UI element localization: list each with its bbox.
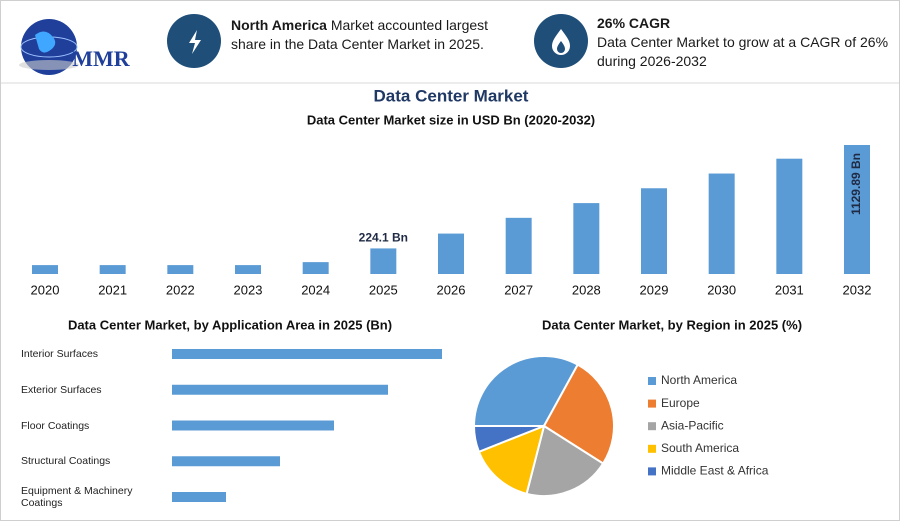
legend-label: Europe bbox=[661, 396, 700, 410]
x-tick-label: 2027 bbox=[504, 282, 533, 297]
chart-title: Data Center Market, by Application Area … bbox=[68, 317, 392, 332]
x-tick-label: 2031 bbox=[775, 282, 804, 297]
chart-subtitle: Data Center Market size in USD Bn (2020-… bbox=[307, 112, 595, 127]
bar bbox=[172, 349, 442, 359]
highlight: North America bbox=[231, 17, 327, 33]
x-tick-label: 2022 bbox=[166, 282, 195, 297]
x-tick-label: 2030 bbox=[707, 282, 736, 297]
bar bbox=[172, 456, 280, 467]
logo-text: MMR bbox=[72, 46, 131, 71]
logo: MMR bbox=[19, 19, 131, 75]
x-tick-label: 2020 bbox=[31, 282, 60, 297]
bar bbox=[370, 248, 397, 274]
legend-label: South America bbox=[661, 441, 739, 455]
bar bbox=[99, 265, 126, 274]
info-box: 26% CAGR Data Center Market to grow at a … bbox=[597, 14, 892, 71]
bar bbox=[708, 173, 735, 274]
category-label: Equipment & Machinery Coatings bbox=[21, 485, 133, 509]
legend-label: North America bbox=[661, 373, 737, 387]
pie-slice bbox=[542, 363, 615, 465]
info-title: 26% CAGR bbox=[597, 15, 671, 31]
category-label: Structural Coatings bbox=[21, 455, 111, 468]
pie-slice bbox=[477, 424, 546, 496]
bar bbox=[32, 265, 58, 274]
bolt-icon bbox=[189, 30, 201, 54]
info-text: Data Center Market to grow at a CAGR of … bbox=[597, 34, 889, 69]
bar bbox=[844, 145, 870, 274]
bar bbox=[573, 203, 600, 274]
value-label: 1129.89 Bn bbox=[849, 153, 863, 215]
x-tick-label: 2021 bbox=[98, 282, 127, 297]
category-label: Floor Coatings bbox=[21, 419, 90, 432]
legend-swatch bbox=[648, 467, 656, 476]
x-tick-label: 2026 bbox=[437, 282, 466, 297]
bar bbox=[172, 492, 226, 502]
legend-swatch bbox=[648, 444, 656, 453]
pie-slice bbox=[472, 355, 580, 427]
bar bbox=[235, 265, 261, 274]
bar bbox=[641, 188, 667, 274]
chart-title: Data Center Market, by Region in 2025 (%… bbox=[542, 317, 802, 332]
x-tick-label: 2025 bbox=[369, 282, 398, 297]
bar bbox=[776, 158, 803, 274]
pie-slice bbox=[525, 424, 605, 497]
legend-swatch bbox=[648, 377, 656, 385]
flame-icon bbox=[552, 29, 570, 55]
legend-label: Asia-Pacific bbox=[661, 418, 724, 432]
chart-title: Data Center Market bbox=[374, 86, 529, 105]
category-label: Exterior Surfaces bbox=[21, 383, 102, 396]
bar bbox=[302, 262, 329, 274]
legend-swatch bbox=[648, 399, 656, 408]
legend-label: Middle East & Africa bbox=[661, 464, 769, 478]
bar bbox=[172, 384, 388, 395]
category-label: Interior Surfaces bbox=[21, 348, 99, 360]
legend-swatch bbox=[648, 422, 656, 431]
info-text: Market accounted largest share in the Da… bbox=[231, 17, 489, 52]
bar bbox=[167, 265, 194, 274]
x-tick-label: 2032 bbox=[843, 282, 872, 297]
bar bbox=[505, 217, 532, 274]
x-tick-label: 2028 bbox=[572, 282, 601, 297]
bar bbox=[438, 233, 464, 274]
value-label: 224.1 Bn bbox=[359, 231, 408, 245]
x-tick-label: 2023 bbox=[234, 282, 263, 297]
pie-slice bbox=[472, 425, 545, 454]
info-box: North America Market accounted largest s… bbox=[231, 16, 511, 54]
x-tick-label: 2029 bbox=[640, 282, 669, 297]
bar bbox=[172, 420, 334, 431]
x-tick-label: 2024 bbox=[301, 282, 330, 297]
